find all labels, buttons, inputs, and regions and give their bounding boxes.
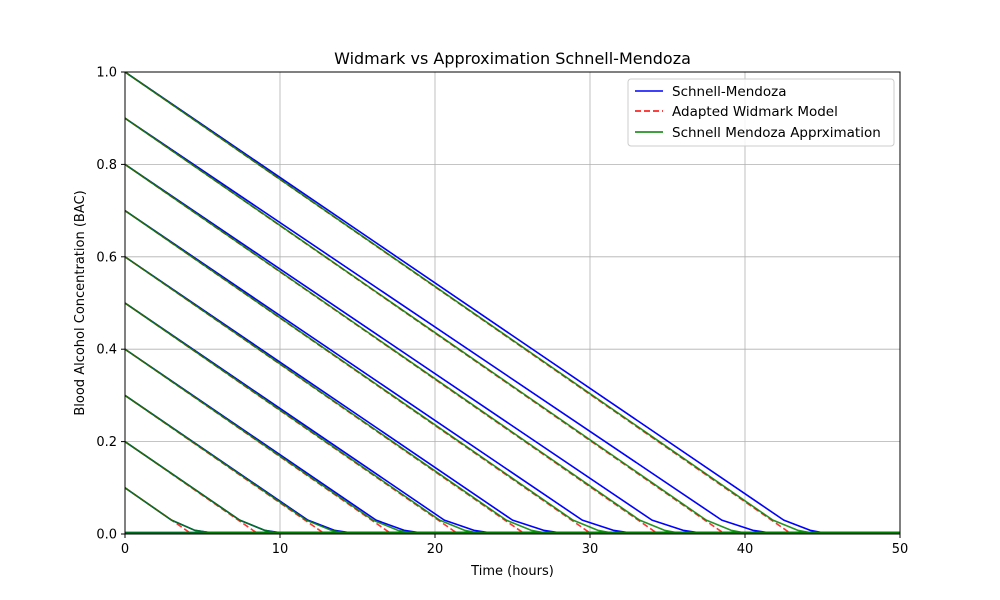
y-tick-label: 1.0 <box>96 66 117 81</box>
x-tick-label: 0 <box>121 542 129 557</box>
legend-box <box>627 78 895 147</box>
legend-label-adapted-widmark: Adapted Widmark Model <box>672 104 838 120</box>
legend: Schnell-Mendoza Adapted Widmark Model Sc… <box>627 78 895 147</box>
chart-title: Widmark vs Approximation Schnell-Mendoza <box>334 49 691 68</box>
series-line-schnell-mendoza-apprximation <box>125 117 900 534</box>
y-tick-label: 0.6 <box>96 250 117 265</box>
y-tick-label: 0.0 <box>96 528 117 543</box>
plot-frame <box>124 71 901 535</box>
x-tick-label: 40 <box>737 542 754 557</box>
axis-ticks: 0 10 20 30 40 50 0.0 0.2 0.4 0.6 0.8 1.0 <box>96 66 908 558</box>
legend-label-schnell-mendoza: Schnell-Mendoza <box>672 84 786 100</box>
x-tick-label: 10 <box>272 542 289 557</box>
series-line-schnell-mendoza-apprximation <box>125 72 900 534</box>
x-tick-label: 50 <box>892 542 909 557</box>
x-tick-label: 20 <box>427 542 444 557</box>
legend-label-approximation: Schnell Mendoza Apprximation <box>672 125 881 141</box>
y-tick-label: 0.2 <box>96 435 117 450</box>
series-line-schnell-mendoza-apprximation <box>125 209 900 534</box>
y-axis-label: Blood Alcohol Concentration (BAC) <box>73 190 88 415</box>
y-tick-label: 0.8 <box>96 158 117 173</box>
y-tick-label: 0.4 <box>96 343 117 358</box>
x-axis-label: Time (hours) <box>470 564 554 579</box>
series-lines <box>125 72 900 534</box>
x-tick-label: 30 <box>582 542 599 557</box>
series-line-schnell-mendoza-apprximation <box>125 163 900 534</box>
